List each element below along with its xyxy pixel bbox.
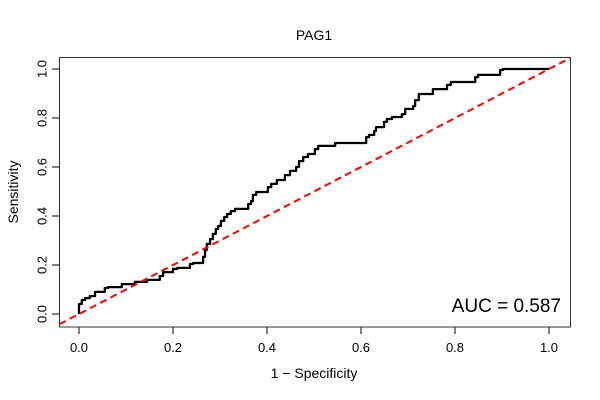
x-tick-label: 0.6 [352, 340, 370, 355]
axis-ticks [52, 68, 550, 334]
x-axis-label: 1 − Specificity [271, 365, 358, 381]
x-tick-label: 0.8 [446, 340, 464, 355]
axis-tick-labels: 0.0 0.2 0.4 0.6 0.8 1.0 0.0 0.2 0.4 0.6 0.8 1.0 [35, 60, 559, 355]
x-tick-label: 0.4 [258, 340, 276, 355]
x-tick-label: 0.2 [164, 340, 182, 355]
roc-curve-line [77, 67, 549, 314]
auc-annotation: AUC = 0.587 [452, 296, 561, 317]
x-tick-label: 0.0 [70, 340, 88, 355]
plot-border [59, 57, 571, 328]
x-tick-label: 1.0 [540, 340, 558, 355]
y-tick-label: 0.4 [35, 207, 50, 225]
y-axis-label: Sensitivity [5, 160, 21, 223]
y-tick-label: 0.6 [35, 158, 50, 176]
y-tick-label: 0.8 [35, 109, 50, 127]
y-tick-label: 0.0 [35, 305, 50, 323]
reference-diagonal-line [59, 57, 571, 326]
y-tick-label: 0.2 [35, 256, 50, 274]
chart-series [59, 57, 571, 326]
chart-title: PAG1 [296, 27, 333, 43]
y-tick-label: 1.0 [35, 60, 50, 78]
